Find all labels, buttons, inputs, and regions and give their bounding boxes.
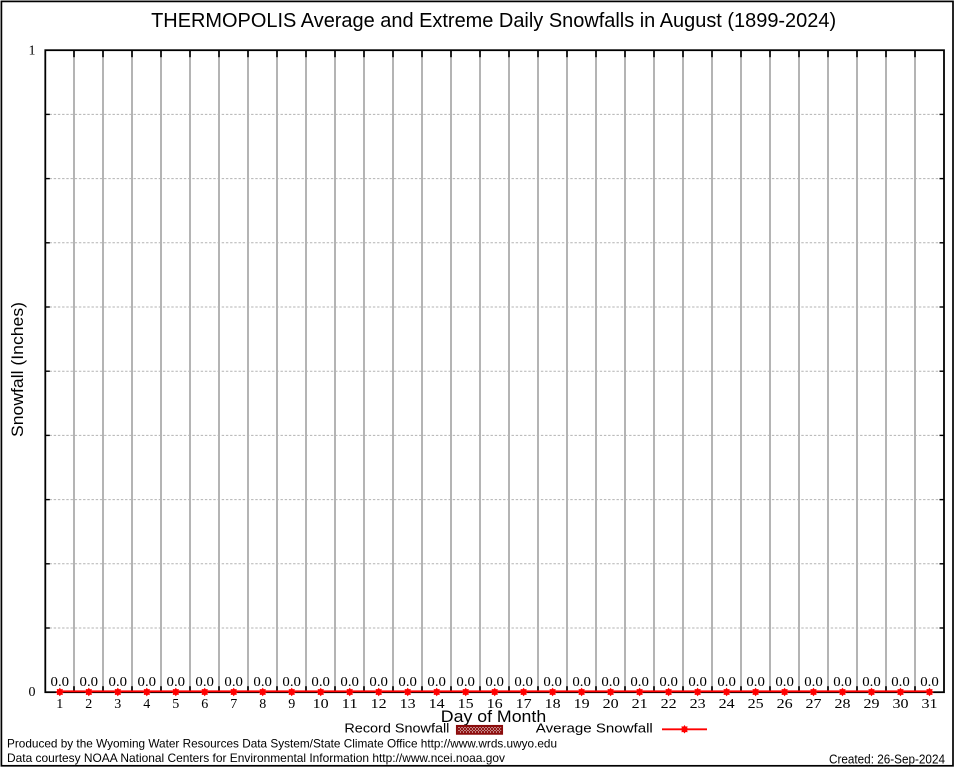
svg-text:24: 24 bbox=[719, 697, 735, 712]
svg-text:0.0: 0.0 bbox=[427, 675, 446, 690]
svg-text:17: 17 bbox=[516, 697, 532, 712]
svg-text:0.0: 0.0 bbox=[138, 675, 157, 690]
svg-text:0.0: 0.0 bbox=[224, 675, 243, 690]
svg-text:0.0: 0.0 bbox=[804, 675, 823, 690]
svg-text:0: 0 bbox=[29, 685, 36, 700]
svg-text:Created: 26-Sep-2024: Created: 26-Sep-2024 bbox=[829, 753, 945, 767]
svg-text:31: 31 bbox=[922, 697, 938, 712]
svg-text:Data courtesy NOAA National Ce: Data courtesy NOAA National Centers for … bbox=[7, 751, 505, 765]
svg-text:0.0: 0.0 bbox=[167, 675, 186, 690]
svg-text:0.0: 0.0 bbox=[862, 675, 881, 690]
svg-text:0.0: 0.0 bbox=[195, 675, 214, 690]
svg-text:8: 8 bbox=[259, 697, 266, 712]
svg-text:0.0: 0.0 bbox=[543, 675, 562, 690]
svg-text:Day of Month: Day of Month bbox=[441, 708, 546, 726]
svg-text:4: 4 bbox=[143, 697, 150, 712]
svg-text:3: 3 bbox=[114, 697, 121, 712]
svg-text:0.0: 0.0 bbox=[746, 675, 765, 690]
svg-text:12: 12 bbox=[371, 697, 387, 712]
svg-text:0.0: 0.0 bbox=[775, 675, 794, 690]
svg-text:Record Snowfall: Record Snowfall bbox=[344, 721, 449, 735]
svg-text:1: 1 bbox=[29, 44, 36, 59]
svg-text:9: 9 bbox=[288, 697, 295, 712]
svg-text:0.0: 0.0 bbox=[282, 675, 301, 690]
svg-text:0.0: 0.0 bbox=[891, 675, 910, 690]
svg-text:0.0: 0.0 bbox=[253, 675, 272, 690]
svg-text:30: 30 bbox=[893, 697, 909, 712]
svg-text:0.0: 0.0 bbox=[688, 675, 707, 690]
svg-text:0.0: 0.0 bbox=[601, 675, 620, 690]
svg-text:25: 25 bbox=[748, 697, 764, 712]
svg-text:6: 6 bbox=[201, 697, 208, 712]
svg-text:23: 23 bbox=[690, 697, 706, 712]
svg-text:Snowfall (Inches): Snowfall (Inches) bbox=[9, 302, 27, 437]
svg-text:Produced by the Wyoming Water: Produced by the Wyoming Water Resources … bbox=[7, 737, 557, 751]
svg-text:0.0: 0.0 bbox=[717, 675, 736, 690]
svg-text:1: 1 bbox=[56, 697, 63, 712]
svg-text:0.0: 0.0 bbox=[833, 675, 852, 690]
svg-text:0.0: 0.0 bbox=[630, 675, 649, 690]
svg-text:28: 28 bbox=[835, 697, 851, 712]
svg-text:18: 18 bbox=[545, 697, 561, 712]
svg-text:0.0: 0.0 bbox=[572, 675, 591, 690]
svg-text:29: 29 bbox=[864, 697, 880, 712]
svg-text:0.0: 0.0 bbox=[80, 675, 99, 690]
svg-text:16: 16 bbox=[487, 697, 503, 712]
svg-text:0.0: 0.0 bbox=[485, 675, 504, 690]
svg-text:11: 11 bbox=[342, 697, 358, 712]
svg-text:19: 19 bbox=[574, 697, 590, 712]
svg-text:7: 7 bbox=[230, 697, 237, 712]
svg-text:5: 5 bbox=[172, 697, 179, 712]
svg-text:0.0: 0.0 bbox=[311, 675, 330, 690]
svg-text:0.0: 0.0 bbox=[340, 675, 359, 690]
svg-text:0.0: 0.0 bbox=[51, 675, 70, 690]
svg-text:0.0: 0.0 bbox=[398, 675, 417, 690]
svg-text:0.0: 0.0 bbox=[109, 675, 128, 690]
svg-text:0.0: 0.0 bbox=[514, 675, 533, 690]
svg-text:2: 2 bbox=[85, 697, 92, 712]
svg-text:0.0: 0.0 bbox=[920, 675, 939, 690]
svg-text:27: 27 bbox=[806, 697, 822, 712]
svg-text:21: 21 bbox=[632, 697, 648, 712]
svg-text:13: 13 bbox=[400, 697, 416, 712]
svg-text:0.0: 0.0 bbox=[369, 675, 388, 690]
svg-text:14: 14 bbox=[429, 697, 445, 712]
svg-text:Average Snowfall: Average Snowfall bbox=[536, 721, 653, 735]
svg-text:0.0: 0.0 bbox=[456, 675, 475, 690]
svg-text:10: 10 bbox=[313, 697, 329, 712]
svg-text:0.0: 0.0 bbox=[659, 675, 678, 690]
svg-text:20: 20 bbox=[603, 697, 619, 712]
svg-text:15: 15 bbox=[458, 697, 474, 712]
svg-text:26: 26 bbox=[777, 697, 793, 712]
svg-text:THERMOPOLIS Average and Extrem: THERMOPOLIS Average and Extreme Daily Sn… bbox=[151, 10, 836, 32]
svg-text:22: 22 bbox=[661, 697, 677, 712]
